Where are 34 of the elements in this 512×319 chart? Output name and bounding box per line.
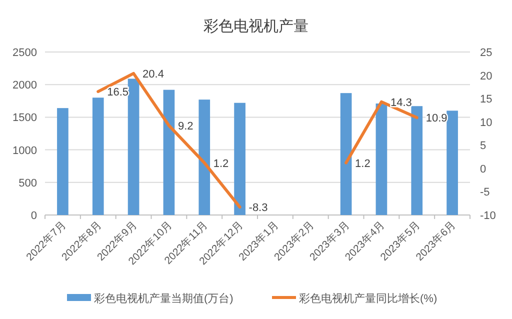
data-label: 16.5 [107, 86, 129, 99]
bar [198, 100, 210, 215]
y2-tick-label: 5 [480, 140, 486, 152]
data-label: 1.2 [355, 158, 370, 170]
data-label: 20.4 [142, 68, 164, 80]
y-tick-label: 500 [18, 177, 37, 190]
y2-tick-label: 15 [480, 94, 492, 106]
y2-tick-label: 25 [480, 47, 492, 59]
data-label: -8.3 [248, 202, 268, 214]
y2-tick-label: -10 [480, 210, 496, 222]
y2-tick-label: 10 [480, 116, 492, 129]
y2-tick-label: 20 [480, 70, 492, 82]
bar [57, 108, 68, 215]
bar [376, 104, 388, 215]
bar [234, 102, 246, 215]
y-tick-label: 2000 [12, 80, 37, 92]
y-tick-label: 2500 [12, 47, 37, 59]
y-tick-label: 1500 [12, 112, 37, 124]
y2-tick-label: -5 [480, 186, 490, 199]
data-label: 9.2 [178, 120, 194, 133]
data-label: 14.3 [390, 96, 412, 109]
bar [411, 106, 423, 215]
y-tick-label: 1000 [12, 144, 37, 157]
y2-tick-label: 0 [480, 163, 486, 176]
legend-label: 彩色电视机产量当期值(万台) [94, 292, 234, 305]
y-tick-label: 0 [30, 210, 37, 222]
bar [340, 93, 352, 215]
chart-title: 彩色电视机产量 [204, 18, 308, 35]
bar [163, 90, 175, 215]
bar [128, 78, 140, 215]
bar [92, 98, 104, 215]
data-label: 1.2 [213, 158, 229, 170]
legend-label: 彩色电视机产量同比增长(%) [299, 292, 438, 305]
bar [446, 110, 458, 215]
